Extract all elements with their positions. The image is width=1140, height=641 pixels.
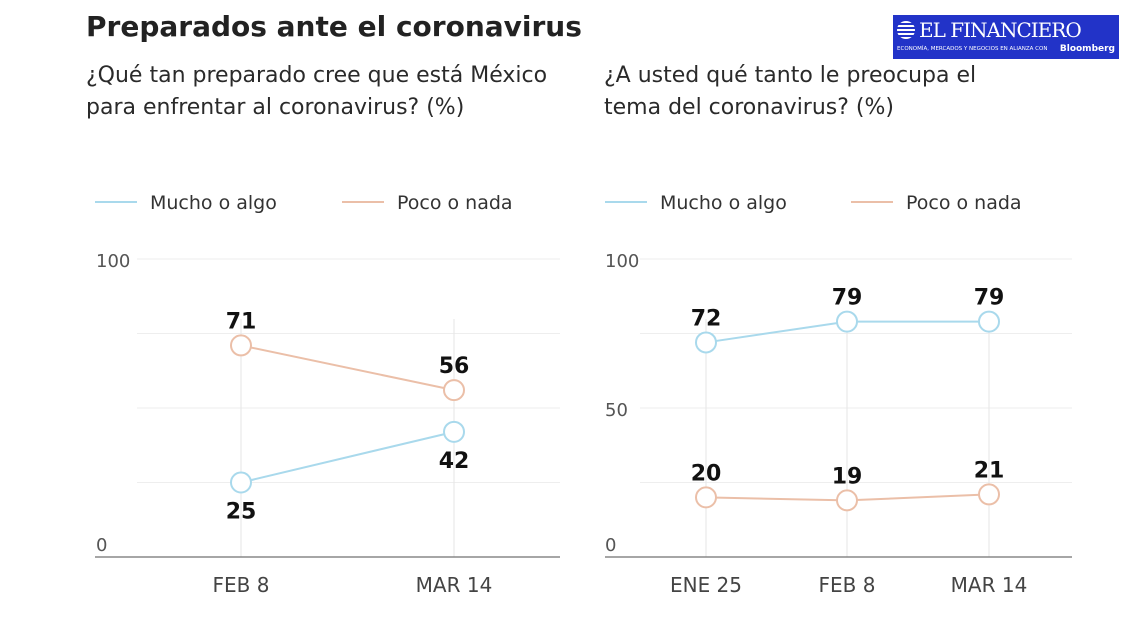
logo-tagline: ECONOMÍA, MERCADOS Y NEGOCIOS EN ALIANZA… xyxy=(897,46,1048,52)
data-label: 79 xyxy=(832,286,863,311)
data-point xyxy=(443,420,465,443)
data-label: 79 xyxy=(974,286,1005,311)
data-point xyxy=(978,310,1000,333)
x-tick-label: MAR 14 xyxy=(416,573,493,597)
data-point xyxy=(230,471,252,494)
data-point xyxy=(836,310,858,333)
chart-2-title: ¿A usted qué tanto le preocupa el tema d… xyxy=(604,63,977,120)
logo-top-row: EL FINANCIERO xyxy=(897,18,1115,42)
legend-label: Mucho o algo xyxy=(150,192,277,214)
data-point xyxy=(695,486,717,509)
el-financiero-logo: EL FINANCIERO ECONOMÍA, MERCADOS Y NEGOC… xyxy=(893,15,1119,59)
legend-label: Poco o nada xyxy=(906,192,1022,214)
data-label: 20 xyxy=(691,461,722,486)
data-point xyxy=(230,334,252,357)
data-point xyxy=(978,483,1000,506)
data-label: 71 xyxy=(226,309,257,334)
globe-icon xyxy=(897,21,915,39)
logo-partner: Bloomberg xyxy=(1059,44,1115,54)
series-line xyxy=(240,344,455,392)
logo-name: EL FINANCIERO xyxy=(919,18,1082,42)
data-label: 21 xyxy=(974,458,1005,483)
data-point xyxy=(836,489,858,512)
x-tick-label: FEB 8 xyxy=(819,573,876,597)
chart-1-title: ¿Qué tan preparado cree que está México … xyxy=(86,63,548,120)
logo-bottom-row: ECONOMÍA, MERCADOS Y NEGOCIOS EN ALIANZA… xyxy=(897,42,1115,56)
page-title: Preparados ante el coronavirus xyxy=(86,10,582,43)
data-point xyxy=(443,379,465,402)
data-label: 25 xyxy=(226,500,257,525)
y-tick-label: 100 xyxy=(96,251,130,272)
data-label: 42 xyxy=(439,449,470,474)
series-line xyxy=(240,430,455,484)
data-label: 19 xyxy=(832,464,863,489)
legend-label: Poco o nada xyxy=(397,192,513,214)
data-label: 56 xyxy=(439,354,470,379)
data-point xyxy=(695,331,717,354)
x-tick-label: FEB 8 xyxy=(213,573,270,597)
x-tick-label: ENE 25 xyxy=(670,573,742,597)
y-tick-label: 0 xyxy=(605,535,616,556)
y-tick-label: 100 xyxy=(605,251,639,272)
x-tick-label: MAR 14 xyxy=(951,573,1028,597)
y-tick-label: 50 xyxy=(605,400,628,421)
data-label: 72 xyxy=(691,306,722,331)
y-tick-label: 0 xyxy=(96,535,107,556)
legend-label: Mucho o algo xyxy=(660,192,787,214)
